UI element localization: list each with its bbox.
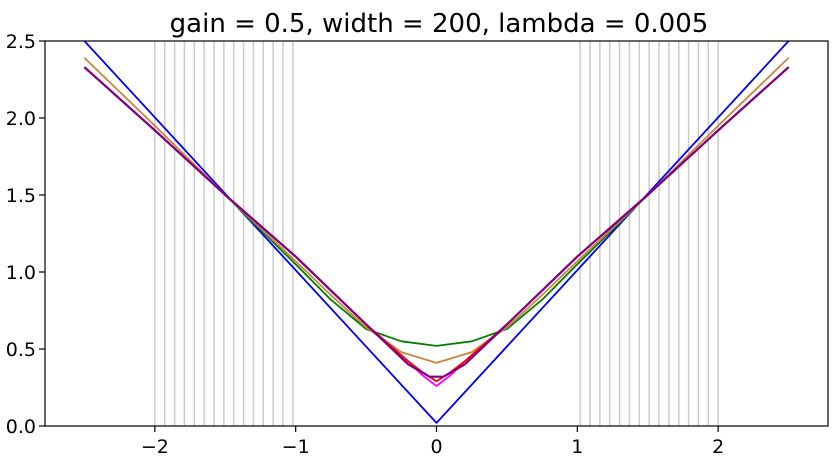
x-tick-label-2: 0 [430,436,442,458]
x-tick-label-0: −2 [141,436,169,458]
series-line-4 [83,66,790,383]
series-line-0 [83,40,790,424]
y-tick-label-1: 0.5 [6,339,36,361]
y-tick-label-4: 2.0 [6,108,36,130]
y-tick-label-0: 0.0 [6,416,36,438]
y-tick-label-3: 1.5 [6,185,36,207]
x-tick-label-3: 1 [571,436,583,458]
x-tick-label-1: −1 [282,436,310,458]
axes-frame [44,40,829,427]
x-tick-label-4: 2 [712,436,724,458]
chart-title: gain = 0.5, width = 200, lambda = 0.005 [170,9,709,39]
y-tick-label-5: 2.5 [6,31,36,53]
y-axis-ticks: 0.0 0.5 1.0 1.5 2.0 2.5 [6,31,45,438]
series-group [83,40,790,424]
x-axis-ticks: −2 −1 0 1 2 [141,426,724,458]
series-line-5 [83,66,790,378]
series-line-1 [83,66,790,347]
series-line-2 [83,57,790,364]
series-line-3 [83,66,790,387]
y-tick-label-2: 1.0 [6,262,36,284]
vertical-reference-lines [154,41,719,426]
